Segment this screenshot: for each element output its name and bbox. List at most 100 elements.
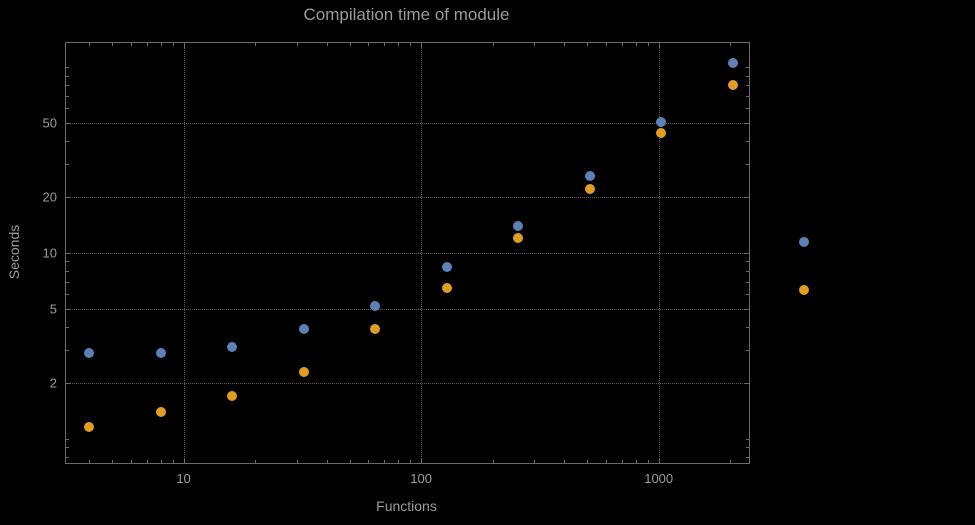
axis-tick bbox=[746, 95, 749, 97]
data-point-series-2 bbox=[656, 128, 667, 139]
y-axis-label: Seconds bbox=[6, 224, 22, 280]
axis-tick bbox=[66, 197, 71, 199]
axis-tick bbox=[421, 43, 423, 48]
y-gridline bbox=[66, 197, 749, 199]
axis-tick bbox=[730, 460, 732, 463]
axis-tick bbox=[172, 43, 174, 46]
axis-tick bbox=[746, 281, 749, 283]
axis-tick bbox=[130, 43, 132, 46]
axis-tick bbox=[746, 67, 749, 69]
data-point-series-2 bbox=[84, 422, 95, 433]
axis-tick bbox=[746, 447, 749, 449]
axis-tick bbox=[66, 85, 69, 87]
data-point-series-1 bbox=[799, 236, 810, 247]
data-point-series-2 bbox=[298, 366, 309, 377]
x-axis-label: Functions bbox=[376, 498, 437, 514]
axis-tick bbox=[746, 85, 749, 87]
axis-tick bbox=[66, 108, 69, 110]
axis-tick bbox=[384, 43, 386, 46]
axis-tick bbox=[66, 164, 69, 166]
axis-tick bbox=[587, 43, 589, 46]
chart-title: Compilation time of module bbox=[303, 5, 510, 24]
axis-tick bbox=[160, 460, 162, 463]
axis-tick bbox=[621, 460, 623, 463]
axis-tick bbox=[296, 460, 298, 463]
axis-tick bbox=[564, 43, 566, 46]
axis-tick bbox=[66, 261, 69, 263]
axis-tick bbox=[146, 460, 148, 463]
axis-tick bbox=[66, 123, 71, 125]
x-tick-label: 10 bbox=[176, 471, 191, 486]
data-point-series-1 bbox=[155, 347, 166, 358]
axis-tick bbox=[66, 252, 71, 254]
axis-tick bbox=[112, 460, 114, 463]
axis-tick bbox=[746, 294, 749, 296]
data-point-series-2 bbox=[441, 282, 452, 293]
axis-tick bbox=[492, 43, 494, 46]
data-point-series-2 bbox=[227, 390, 238, 401]
axis-tick bbox=[255, 43, 257, 46]
data-point-series-1 bbox=[441, 262, 452, 273]
axis-tick bbox=[66, 438, 69, 440]
axis-tick bbox=[146, 43, 148, 46]
axis-tick bbox=[398, 460, 400, 463]
axis-tick bbox=[66, 326, 69, 328]
axis-tick bbox=[658, 43, 660, 48]
data-point-series-1 bbox=[513, 220, 524, 231]
axis-tick bbox=[89, 43, 91, 46]
axis-tick bbox=[410, 460, 412, 463]
axis-tick bbox=[746, 350, 749, 352]
axis-tick bbox=[534, 43, 536, 46]
axis-tick bbox=[66, 308, 71, 310]
axis-tick bbox=[746, 141, 749, 143]
axis-tick bbox=[746, 326, 749, 328]
y-gridline bbox=[66, 123, 749, 125]
axis-tick bbox=[421, 458, 423, 463]
y-gridline bbox=[66, 252, 749, 254]
axis-tick bbox=[647, 43, 649, 46]
axis-tick bbox=[605, 460, 607, 463]
axis-tick bbox=[172, 460, 174, 463]
axis-tick bbox=[296, 43, 298, 46]
axis-tick bbox=[635, 460, 637, 463]
axis-tick bbox=[66, 141, 69, 143]
data-point-series-1 bbox=[656, 116, 667, 127]
data-point-series-1 bbox=[84, 347, 95, 358]
y-tick-label: 10 bbox=[42, 245, 57, 261]
axis-tick bbox=[746, 270, 749, 272]
data-point-series-1 bbox=[370, 300, 381, 311]
axis-tick bbox=[410, 43, 412, 46]
axis-tick bbox=[66, 294, 69, 296]
axis-tick bbox=[746, 108, 749, 110]
axis-tick bbox=[746, 261, 749, 263]
data-point-series-2 bbox=[584, 184, 595, 195]
axis-tick bbox=[349, 460, 351, 463]
axis-tick bbox=[647, 460, 649, 463]
axis-tick bbox=[183, 458, 185, 463]
axis-tick bbox=[66, 456, 69, 458]
axis-tick bbox=[587, 460, 589, 463]
data-point-series-1 bbox=[584, 170, 595, 181]
axis-tick bbox=[744, 308, 749, 310]
axis-tick bbox=[744, 123, 749, 125]
y-gridline bbox=[66, 308, 749, 310]
axis-tick bbox=[492, 460, 494, 463]
axis-tick bbox=[621, 43, 623, 46]
data-point-series-2 bbox=[799, 285, 810, 296]
axis-tick bbox=[398, 43, 400, 46]
data-point-series-2 bbox=[513, 233, 524, 244]
axis-tick bbox=[66, 95, 69, 97]
y-tick-label: 2 bbox=[49, 375, 57, 391]
axis-tick bbox=[255, 460, 257, 463]
axis-tick bbox=[112, 43, 114, 46]
axis-tick bbox=[564, 460, 566, 463]
x-tick-label: 100 bbox=[410, 471, 432, 486]
y-gridline bbox=[66, 382, 749, 384]
axis-tick bbox=[183, 43, 185, 48]
axis-tick bbox=[349, 43, 351, 46]
axis-tick bbox=[326, 460, 328, 463]
plot-area: 10 100 1000 2 5 10 20 50 bbox=[43, 42, 810, 486]
axis-tick bbox=[368, 43, 370, 46]
data-point-series-2 bbox=[370, 323, 381, 334]
